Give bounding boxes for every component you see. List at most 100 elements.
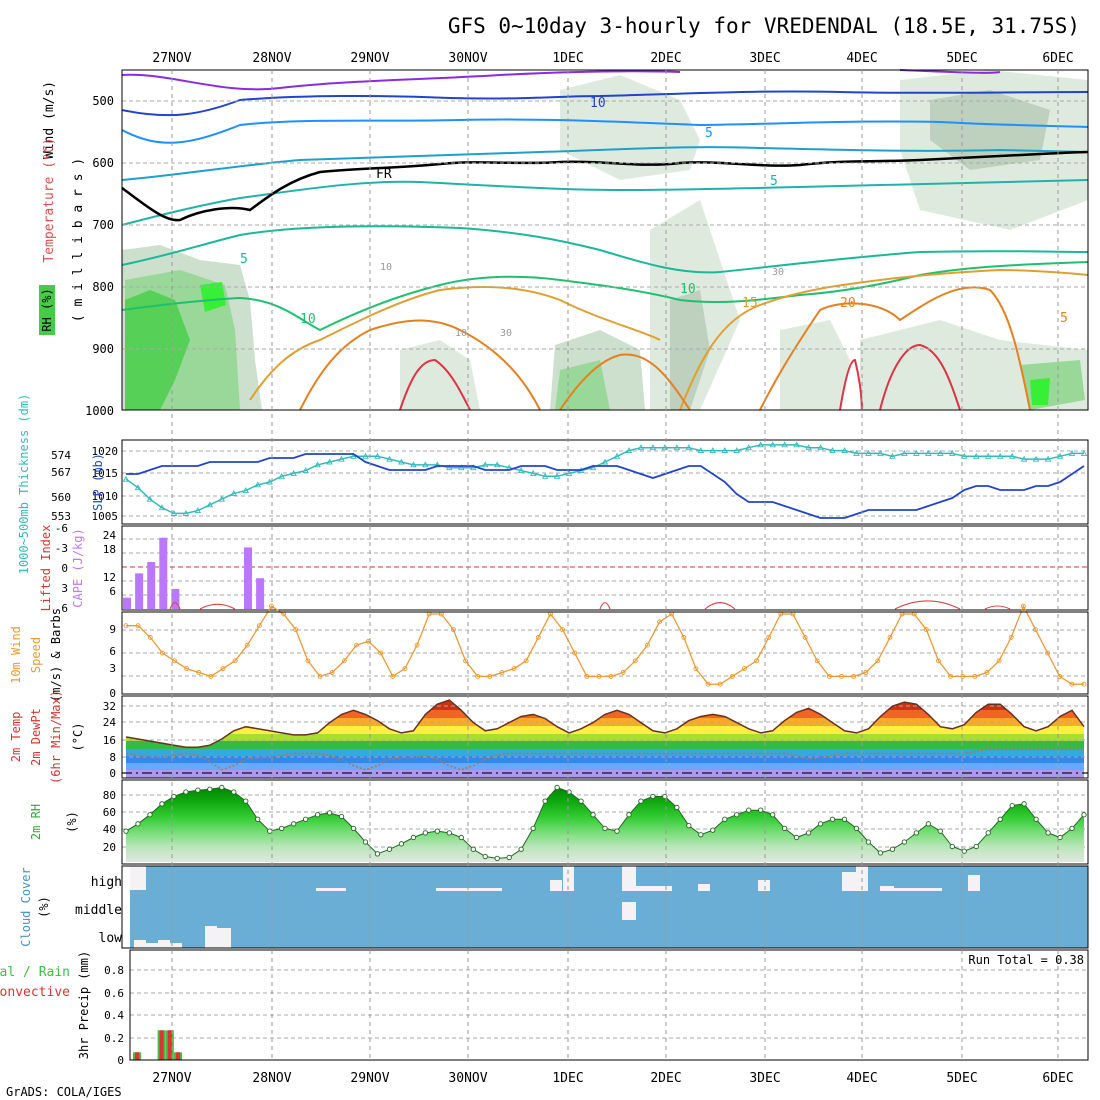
rh-point bbox=[506, 854, 512, 861]
wind-speed-point bbox=[123, 623, 129, 629]
thickness-axis-label: 1000~500mb Thickness (dm) bbox=[17, 394, 31, 575]
cloud-axis-label: (%) bbox=[37, 896, 51, 918]
thickness-point bbox=[853, 450, 860, 456]
wind-speed-point bbox=[317, 673, 323, 679]
cape-bar bbox=[135, 573, 144, 609]
precip-tick: 0.2 bbox=[104, 1032, 124, 1045]
wind-tick: 3 bbox=[109, 662, 116, 675]
thickness-point bbox=[266, 478, 273, 485]
rh-legend-swatch bbox=[39, 285, 55, 335]
thickness-point bbox=[793, 441, 800, 448]
contour-label: 5 bbox=[1060, 311, 1068, 326]
rh-point bbox=[614, 828, 620, 834]
thickness-point bbox=[745, 444, 752, 451]
cloud-block bbox=[880, 886, 894, 891]
rh-panel-frame bbox=[121, 779, 1089, 865]
isotherm-line bbox=[759, 286, 1031, 411]
thickness-point bbox=[374, 452, 381, 459]
pressure-tick: 700 bbox=[92, 218, 114, 232]
temp-panel-frame bbox=[121, 695, 1089, 779]
wind-speed-point bbox=[984, 670, 990, 675]
wind-speed-point bbox=[875, 658, 881, 664]
wind-speed-point bbox=[572, 650, 578, 656]
rh-point bbox=[865, 839, 872, 845]
rh-point bbox=[410, 834, 417, 841]
cape-panel: -6 -3 0 3 6 24 18 12 6 Lifted Index CAPE… bbox=[39, 522, 1089, 615]
wind-speed-point bbox=[632, 658, 638, 664]
wind-speed-point bbox=[341, 658, 347, 664]
thickness-point bbox=[194, 507, 202, 514]
rh-point bbox=[554, 784, 560, 791]
thickness-point bbox=[422, 461, 429, 468]
thickness-point bbox=[1008, 452, 1016, 459]
wind-speed-point bbox=[535, 634, 541, 640]
wind-speed-point bbox=[147, 634, 153, 640]
rh-point bbox=[997, 816, 1003, 822]
cape-axis: 24 18 12 6 bbox=[103, 529, 117, 598]
thickness-point bbox=[829, 447, 836, 454]
rh-point bbox=[518, 846, 524, 852]
contour-label: 30 bbox=[772, 267, 784, 278]
date-label: 29NOV bbox=[350, 51, 389, 66]
rh-tick: 40 bbox=[103, 823, 116, 836]
wind-speed-point bbox=[305, 658, 311, 664]
cloud-block bbox=[894, 888, 942, 891]
contour-label: FR bbox=[376, 167, 392, 182]
pressure-tick: 500 bbox=[92, 94, 114, 108]
wind-speed-point bbox=[693, 666, 699, 672]
wind-speed-point bbox=[826, 673, 832, 679]
wind-speed-point bbox=[135, 623, 141, 629]
rh-point bbox=[171, 793, 177, 800]
wind-tick: 9 bbox=[109, 623, 116, 636]
rh-point bbox=[590, 812, 596, 818]
rh-point bbox=[302, 816, 309, 822]
lifted-index-line bbox=[169, 602, 181, 610]
thickness-point bbox=[757, 441, 764, 448]
temp-band bbox=[126, 726, 1084, 734]
rh-point bbox=[734, 812, 740, 818]
wind-speed-point bbox=[499, 670, 505, 675]
rh-point bbox=[374, 851, 381, 857]
rh-point bbox=[973, 843, 979, 850]
rh-point bbox=[889, 846, 896, 852]
thickness-point bbox=[302, 467, 309, 474]
slp-tick: 1020 bbox=[92, 445, 119, 458]
isotherm-line bbox=[249, 286, 661, 401]
contour-label: 30 bbox=[500, 328, 512, 339]
rh-point bbox=[255, 816, 261, 822]
rh-area bbox=[670, 290, 710, 410]
thickness-point bbox=[913, 450, 920, 456]
thickness-tick: 574 bbox=[51, 449, 71, 462]
cloud-axis-label: Cloud Cover bbox=[19, 867, 33, 946]
wind-speed-point bbox=[378, 650, 384, 656]
li-tick: -6 bbox=[55, 522, 68, 535]
date-label: 5DEC bbox=[946, 1071, 977, 1086]
thickness-point bbox=[613, 452, 621, 459]
wind-speed-point bbox=[754, 658, 760, 664]
wind-speed-point bbox=[948, 673, 954, 679]
wind-axis-label: 10m Wind bbox=[9, 626, 23, 684]
thickness-line bbox=[125, 444, 1084, 515]
wind-series bbox=[123, 603, 1087, 687]
thickness-point bbox=[1080, 450, 1088, 456]
thickness-point bbox=[865, 450, 872, 456]
run-total-label: Run Total = 0.38 bbox=[968, 953, 1084, 967]
wind-speed-point bbox=[766, 634, 772, 640]
temp-band bbox=[126, 700, 1084, 710]
cloud-block bbox=[158, 940, 170, 948]
rh-point bbox=[494, 855, 500, 862]
rh-point bbox=[1045, 830, 1051, 836]
cloud-layer-label: low bbox=[99, 931, 123, 946]
thickness-point bbox=[1056, 452, 1064, 459]
temp-tick: 24 bbox=[103, 716, 117, 729]
cloud-panel-frame bbox=[121, 865, 1089, 949]
lifted-index-line bbox=[599, 602, 611, 610]
cape-axis-label: CAPE (J/kg) bbox=[71, 528, 85, 607]
date-label: 3DEC bbox=[749, 51, 780, 66]
rh-point bbox=[674, 804, 680, 811]
cape-bar bbox=[147, 562, 156, 609]
rh-point bbox=[135, 821, 141, 827]
isotherms bbox=[121, 69, 1089, 411]
isotherm-line bbox=[559, 353, 691, 411]
slp-thickness-panel: 574 567 560 553 1020 1015 1010 1005 1000… bbox=[17, 394, 1089, 575]
